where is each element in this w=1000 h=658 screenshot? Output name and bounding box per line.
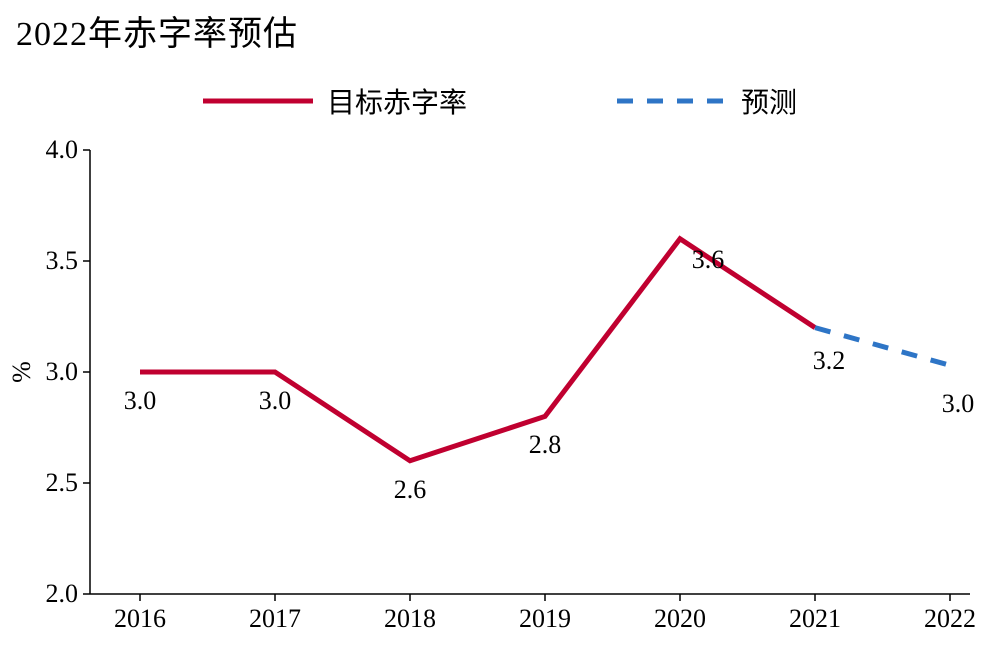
data-point-label: 3.0 — [259, 386, 292, 416]
legend-label-target: 目标赤字率 — [327, 81, 467, 121]
x-tick-label: 2020 — [654, 604, 706, 634]
plot-area: % 2.02.53.03.54.020162017201820192020202… — [90, 150, 970, 594]
chart-title: 2022年赤字率预估 — [16, 6, 298, 55]
y-axis-title: % — [7, 361, 37, 383]
legend: 目标赤字率 预测 — [0, 78, 1000, 124]
data-point-label: 2.6 — [394, 475, 427, 505]
data-point-label: 3.0 — [942, 389, 975, 419]
y-tick-label: 3.0 — [46, 357, 79, 387]
x-tick-label: 2016 — [114, 604, 166, 634]
legend-label-forecast: 预测 — [741, 81, 797, 121]
data-point-label: 3.6 — [692, 245, 725, 275]
x-tick-label: 2017 — [249, 604, 301, 634]
x-tick-label: 2018 — [384, 604, 436, 634]
data-point-label: 3.0 — [124, 386, 157, 416]
data-point-label: 3.2 — [813, 346, 846, 376]
x-tick-label: 2021 — [789, 604, 841, 634]
y-ticks — [83, 150, 90, 594]
x-tick-label: 2019 — [519, 604, 571, 634]
y-tick-label: 4.0 — [46, 135, 79, 165]
y-tick-label: 2.0 — [46, 579, 79, 609]
x-ticks — [140, 594, 950, 601]
y-tick-label: 3.5 — [46, 246, 79, 276]
legend-swatch-forecast — [617, 91, 727, 111]
legend-item-forecast: 预测 — [617, 81, 797, 121]
y-tick-label: 2.5 — [46, 468, 79, 498]
legend-item-target: 目标赤字率 — [203, 81, 467, 121]
x-tick-label: 2022 — [924, 604, 976, 634]
legend-swatch-target — [203, 91, 313, 111]
data-point-label: 2.8 — [529, 430, 562, 460]
